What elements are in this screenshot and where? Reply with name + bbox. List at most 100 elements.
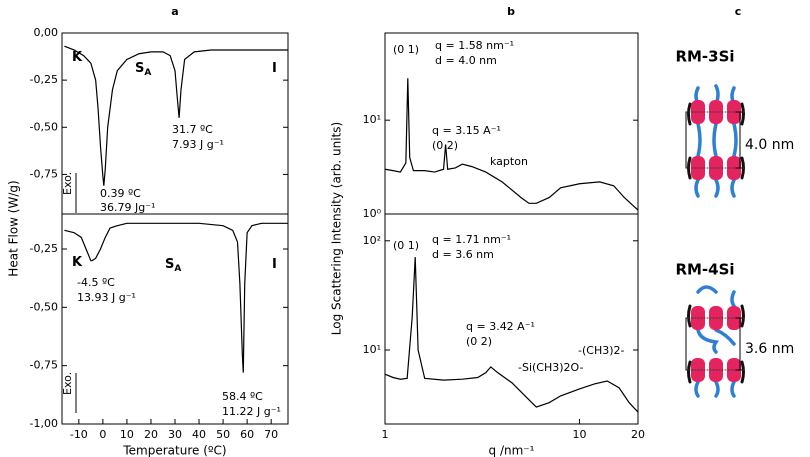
annotation-text: -Si(CH3)2O- — [518, 361, 584, 374]
x-axis-label: q /nm⁻¹ — [489, 444, 535, 457]
y-tick-label: 0,00 — [34, 26, 59, 39]
y-axis-label: Heat Flow (W/g) — [7, 180, 21, 276]
annotation-text: -4.5 ºC — [77, 276, 115, 289]
annotation: q = 3.42 A⁻¹ — [466, 320, 535, 333]
x-tick-label: 20 — [631, 428, 645, 441]
annotation-text: S — [135, 61, 144, 76]
molecule-name: RM-3Si — [675, 48, 734, 66]
annotation-text: 31.7 ºC — [172, 123, 213, 136]
annotation: -4.5 ºC — [77, 276, 115, 289]
x-tick-label: 10 — [120, 428, 134, 441]
annotation: d = 4.0 nm — [435, 54, 497, 67]
y-tick-label: -0,25 — [30, 73, 58, 86]
annotation: 58.4 ºC — [222, 390, 263, 403]
annotation: -Si(CH3)2O- — [518, 361, 584, 374]
annotation-subscript: A — [144, 68, 151, 78]
annotation-text: q = 1.71 nm⁻¹ — [432, 233, 511, 246]
annotation: Exo. — [61, 172, 74, 195]
y-tick-label: -0,75 — [30, 167, 58, 180]
annotation: K — [72, 50, 83, 65]
plot-frame — [384, 213, 639, 425]
annotation-text: K — [72, 50, 83, 65]
annotation: kapton — [490, 155, 528, 168]
y-tick-label: -0,25 — [30, 242, 58, 255]
annotation-text: q = 1.58 nm⁻¹ — [435, 39, 514, 52]
annotation: (0 2) — [432, 139, 458, 152]
y-tick-label: 10⁰ — [363, 207, 382, 220]
x-tick-label: -10 — [70, 428, 88, 441]
annotation: K — [72, 255, 83, 270]
layer-spacing: 4.0 nm — [745, 137, 794, 153]
x-tick-label: 40 — [192, 428, 206, 441]
annotation: SA — [165, 257, 181, 274]
annotation-text: Exo. — [61, 372, 74, 395]
x-tick-label: 50 — [216, 428, 230, 441]
x-tick-label: 60 — [240, 428, 254, 441]
annotation-text: 36.79 Jg⁻¹ — [100, 201, 155, 214]
y-tick-label: -0,50 — [30, 120, 58, 133]
y-tick-label: -1,00 — [30, 417, 58, 430]
annotation: 13.93 J g⁻¹ — [77, 291, 136, 304]
annotation-text: 58.4 ºC — [222, 390, 263, 403]
annotation-text: 13.93 J g⁻¹ — [77, 291, 136, 304]
annotation-text: I — [272, 257, 277, 272]
annotation: (0 1) — [393, 43, 419, 56]
y-axis-label: Log Scattering Intensity (arb. units) — [330, 122, 344, 335]
annotation: q = 1.58 nm⁻¹ — [435, 39, 514, 52]
annotation-text: -(CH3)2- — [578, 344, 625, 357]
data-line — [384, 257, 639, 413]
annotation: -(CH3)2- — [578, 344, 625, 357]
molecule-name: RM-4Si — [675, 261, 734, 279]
annotation-text: d = 4.0 nm — [435, 54, 497, 67]
annotation: 31.7 ºC — [172, 123, 213, 136]
annotation-text: kapton — [490, 155, 528, 168]
data-line — [64, 45, 288, 186]
annotation-text: Exo. — [61, 172, 74, 195]
plot-frame — [384, 32, 639, 215]
x-tick-label: 70 — [264, 428, 278, 441]
annotation: q = 1.71 nm⁻¹ — [432, 233, 511, 246]
annotation: SA — [135, 61, 151, 78]
panel-label: a — [171, 5, 178, 18]
y-tick-label: 10¹ — [363, 113, 381, 126]
annotation: 7.93 J g⁻¹ — [172, 138, 224, 151]
x-tick-label: 10 — [572, 428, 586, 441]
y-tick-label: 10² — [363, 234, 381, 247]
annotation: Exo. — [61, 372, 74, 395]
y-tick-label: -0,75 — [30, 359, 58, 372]
layer-spacing: 3.6 nm — [745, 341, 794, 357]
annotation-subscript: A — [174, 264, 181, 274]
annotation-text: q = 3.42 A⁻¹ — [466, 320, 535, 333]
x-tick-label: 30 — [168, 428, 182, 441]
annotation-text: 11.22 J g⁻¹ — [222, 405, 281, 418]
annotation-text: S — [165, 257, 174, 272]
annotation-text: K — [72, 255, 83, 270]
annotation-text: I — [272, 61, 277, 76]
annotation-text: (0 2) — [466, 335, 492, 348]
y-tick-label: 10¹ — [363, 343, 381, 356]
annotation: d = 3.6 nm — [432, 248, 494, 261]
annotation-text: q = 3.15 A⁻¹ — [432, 124, 501, 137]
x-tick-label: 1 — [382, 428, 389, 441]
annotation-text: 0.39 ºC — [100, 187, 141, 200]
annotation-text: (0 1) — [393, 43, 419, 56]
annotation-text: d = 3.6 nm — [432, 248, 494, 261]
x-tick-label: 20 — [144, 428, 158, 441]
annotation: I — [272, 61, 277, 76]
annotation: (0 1) — [393, 239, 419, 252]
x-axis-label: Temperature (ºC) — [122, 444, 226, 457]
annotation: q = 3.15 A⁻¹ — [432, 124, 501, 137]
annotation: 11.22 J g⁻¹ — [222, 405, 281, 418]
molecule-diagram-bottom — [685, 285, 747, 398]
annotation-text: 7.93 J g⁻¹ — [172, 138, 224, 151]
annotation: 36.79 Jg⁻¹ — [100, 201, 155, 214]
panel-label: c — [735, 5, 742, 18]
annotation: 0.39 ºC — [100, 187, 141, 200]
panel-label: b — [507, 5, 515, 18]
x-tick-label: 0 — [99, 428, 106, 441]
data-line — [64, 222, 288, 373]
annotation: (0 2) — [466, 335, 492, 348]
annotation-text: (0 2) — [432, 139, 458, 152]
y-tick-label: -0,50 — [30, 300, 58, 313]
